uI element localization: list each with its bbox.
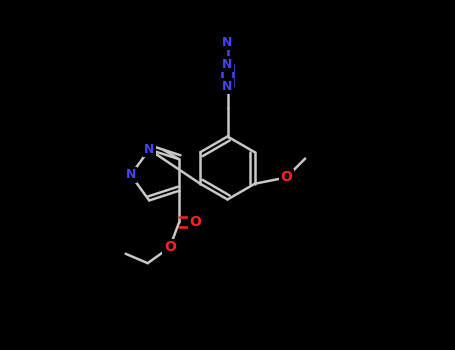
Text: N: N <box>222 35 233 49</box>
Text: N: N <box>222 79 233 93</box>
Text: N: N <box>126 168 136 182</box>
Text: O: O <box>164 240 176 254</box>
Text: O: O <box>280 170 292 184</box>
Text: N: N <box>222 57 233 71</box>
Text: N: N <box>144 143 154 156</box>
Text: O: O <box>189 215 201 229</box>
